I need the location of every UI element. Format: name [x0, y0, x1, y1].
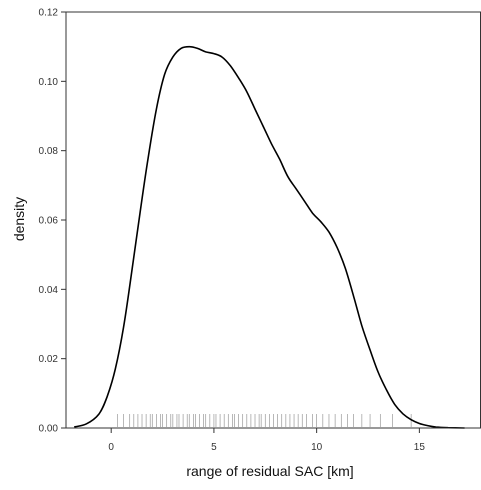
y-tick-label: 0.06: [39, 216, 59, 227]
y-axis-title: density: [11, 197, 27, 241]
y-tick-label: 0.12: [39, 8, 59, 19]
rug-marks: [117, 414, 412, 427]
y-tick-label: 0.04: [39, 285, 59, 296]
y-tick-label: 0.00: [39, 424, 59, 435]
density-curve: [73, 45, 465, 429]
plot-frame: [65, 11, 481, 429]
x-tick-label: 0: [108, 442, 114, 453]
y-tick-label: 0.08: [39, 146, 59, 157]
x-axis-title: range of residual SAC [km]: [186, 463, 353, 479]
y-tick-label: 0.10: [39, 77, 59, 88]
x-tick-label: 10: [311, 442, 323, 453]
x-tick-label: 15: [414, 442, 426, 453]
y-tick-label: 0.02: [39, 354, 59, 365]
x-tick-label: 5: [211, 442, 217, 453]
x-axis: 0 5 10 15: [108, 428, 425, 453]
y-axis: 0.00 0.02 0.04 0.06 0.08 0.10 0.12: [39, 8, 66, 435]
